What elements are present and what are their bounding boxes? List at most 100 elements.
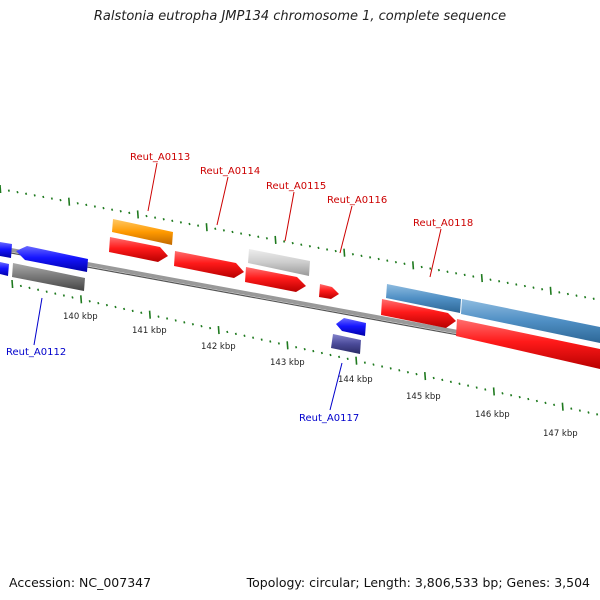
outer-tick-row [0, 184, 595, 301]
minor-tick [584, 295, 587, 299]
minor-tick [154, 216, 157, 219]
minor-tick [553, 403, 556, 407]
cds-reut-a0118-1[interactable] [381, 299, 456, 328]
minor-tick [523, 284, 526, 288]
reverse-track [12, 246, 366, 354]
label-reut-a0116[interactable]: Reut_A0116 [327, 195, 387, 206]
blue-gene-edge-2[interactable] [0, 262, 9, 276]
ruler-label-142: 142 kbp [201, 342, 236, 352]
minor-tick [489, 278, 492, 281]
minor-tick [71, 296, 74, 299]
purple-gene-reut-a0117[interactable] [331, 334, 361, 354]
major-tick [355, 356, 358, 365]
minor-tick [363, 361, 366, 364]
minor-tick [449, 380, 452, 384]
accession-text: Accession: NC_007347 [9, 575, 152, 590]
topology-summary: Topology: circular; Length: 3,806,533 bp… [246, 575, 590, 590]
major-tick [412, 261, 415, 270]
cds-reut-a0115[interactable] [245, 267, 306, 292]
orange-gene[interactable] [112, 219, 173, 245]
blue-gene-edge[interactable] [0, 242, 12, 258]
major-tick [274, 235, 277, 244]
ruler-labels: 140 kbp 141 kbp 142 kbp 143 kbp 144 kbp … [63, 312, 578, 439]
minor-tick [59, 198, 62, 202]
minor-tick [179, 221, 182, 224]
minor-tick [377, 257, 380, 261]
major-tick [0, 184, 2, 194]
minor-tick [25, 192, 28, 196]
cds-reut-a0113[interactable] [109, 237, 168, 262]
minor-tick [398, 369, 401, 372]
minor-tick [394, 260, 397, 264]
minor-tick [252, 336, 255, 339]
minor-tick [50, 197, 53, 200]
lightgray-gene[interactable] [248, 249, 310, 276]
steelblue-gene-2[interactable] [461, 299, 600, 343]
label-reut-a0112[interactable]: Reut_A0112 [6, 347, 66, 358]
minor-tick [558, 291, 561, 294]
minor-tick [97, 301, 100, 305]
gray-gene-reut-a0112[interactable] [12, 263, 85, 291]
minor-tick [484, 388, 487, 391]
major-tick [343, 248, 346, 257]
map-title: Ralstonia eutropha JMP134 chromosome 1, … [93, 9, 507, 24]
major-tick [492, 387, 495, 396]
gene-reut-a0117[interactable] [336, 318, 366, 336]
minor-tick [140, 311, 143, 314]
minor-tick [214, 227, 217, 231]
major-tick [424, 371, 427, 381]
minor-tick [102, 206, 105, 210]
minor-tick [578, 409, 581, 412]
minor-tick [506, 281, 509, 285]
minor-tick [85, 203, 88, 207]
minor-tick [441, 378, 444, 382]
minor-tick [248, 233, 251, 237]
gene-labels: Reut_A0113 Reut_A0114 Reut_A0115 Reut_A0… [6, 152, 473, 424]
minor-tick [183, 321, 186, 324]
minor-tick [596, 413, 599, 416]
minor-tick [338, 355, 341, 359]
minor-tick [532, 286, 535, 289]
major-tick [205, 223, 208, 232]
minor-tick [119, 210, 122, 213]
label-reut-a0113[interactable]: Reut_A0113 [130, 152, 190, 163]
minor-tick [535, 399, 538, 403]
minor-tick [37, 288, 40, 291]
gene-reut-a0112[interactable] [16, 246, 88, 272]
minor-tick [544, 401, 547, 405]
label-reut-a0117[interactable]: Reut_A0117 [299, 413, 359, 424]
minor-tick [45, 290, 48, 293]
feature-track [0, 219, 600, 343]
cds-reut-a0114[interactable] [174, 251, 244, 278]
minor-tick [312, 349, 315, 353]
minor-tick [329, 353, 332, 357]
minor-tick [123, 307, 126, 311]
minor-tick [518, 395, 521, 399]
minor-tick [240, 232, 243, 235]
major-tick [549, 286, 552, 295]
major-tick [480, 274, 483, 283]
minor-tick [76, 202, 79, 205]
steelblue-gene-1[interactable] [386, 284, 461, 313]
label-reut-a0118[interactable]: Reut_A0118 [413, 218, 473, 229]
major-tick [68, 197, 71, 206]
ruler-label-147: 147 kbp [543, 429, 578, 439]
minor-tick [386, 259, 389, 262]
minor-tick [42, 195, 45, 199]
minor-tick [128, 211, 131, 215]
callout-lines [33, 162, 442, 411]
label-reut-a0115[interactable]: Reut_A0115 [266, 181, 326, 192]
ruler-label-146: 146 kbp [475, 410, 510, 420]
minor-tick [226, 330, 229, 334]
cds-reut-a0116[interactable] [319, 284, 339, 299]
minor-tick [243, 334, 246, 338]
minor-tick [209, 326, 212, 330]
minor-tick [93, 205, 96, 208]
minor-tick [320, 351, 323, 355]
minor-tick [16, 190, 19, 194]
cds-reut-a0118-2[interactable] [456, 319, 600, 369]
major-tick [286, 341, 289, 350]
minor-tick [498, 280, 501, 283]
label-reut-a0114[interactable]: Reut_A0114 [200, 166, 260, 177]
